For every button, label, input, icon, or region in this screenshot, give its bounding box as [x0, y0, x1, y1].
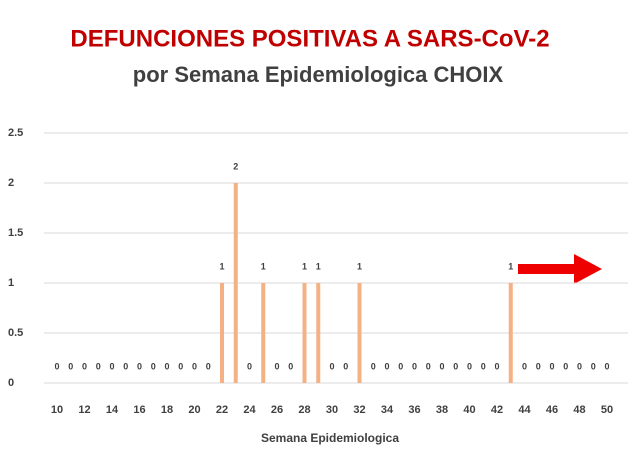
- x-tick-label: 46: [546, 404, 558, 416]
- x-tick-label: 20: [188, 404, 200, 416]
- x-tick-label: 26: [271, 404, 283, 416]
- data-label: 0: [604, 361, 609, 371]
- data-label: 0: [467, 361, 472, 371]
- data-label: 0: [371, 361, 376, 371]
- data-label: 0: [109, 361, 114, 371]
- data-label: 1: [508, 261, 513, 271]
- x-tick-label: 44: [518, 404, 531, 416]
- arrow-head: [574, 254, 602, 284]
- y-tick-label: 2: [8, 177, 14, 189]
- data-label: 1: [302, 261, 307, 271]
- data-label: 0: [329, 361, 334, 371]
- data-label: 2: [233, 161, 238, 171]
- data-label: 0: [384, 361, 389, 371]
- data-label: 0: [151, 361, 156, 371]
- x-tick-label: 24: [243, 404, 256, 416]
- data-label: 0: [563, 361, 568, 371]
- data-label: 0: [192, 361, 197, 371]
- data-label: 0: [591, 361, 596, 371]
- x-tick-label: 40: [463, 404, 475, 416]
- x-tick-label: 22: [216, 404, 228, 416]
- data-label: 0: [343, 361, 348, 371]
- data-label: 0: [453, 361, 458, 371]
- chart-title: DEFUNCIONES POSITIVAS A SARS-CoV-2: [70, 25, 549, 52]
- data-label: 0: [164, 361, 169, 371]
- data-label: 0: [68, 361, 73, 371]
- data-label: 0: [412, 361, 417, 371]
- bar: [302, 283, 307, 383]
- data-label: 0: [178, 361, 183, 371]
- y-tick-label: 2.5: [8, 127, 23, 139]
- data-label: 0: [481, 361, 486, 371]
- data-label: 0: [54, 361, 59, 371]
- y-tick-label: 0: [8, 377, 14, 389]
- bar: [508, 283, 513, 383]
- y-tick-label: 1: [8, 277, 14, 289]
- x-tick-label: 10: [51, 404, 63, 416]
- bar: [316, 283, 321, 383]
- data-label: 0: [288, 361, 293, 371]
- x-tick-label: 36: [408, 404, 420, 416]
- x-tick-label: 42: [491, 404, 503, 416]
- x-tick-label: 34: [381, 404, 394, 416]
- y-tick-label: 1.5: [8, 227, 23, 239]
- x-tick-label: 48: [573, 404, 585, 416]
- x-tick-label: 50: [601, 404, 613, 416]
- data-label: 1: [357, 261, 362, 271]
- data-label: 0: [494, 361, 499, 371]
- data-label: 0: [549, 361, 554, 371]
- data-label: 0: [536, 361, 541, 371]
- data-label: 0: [247, 361, 252, 371]
- bar: [357, 283, 362, 383]
- x-tick-label: 28: [298, 404, 310, 416]
- y-tick-label: 0.5: [8, 327, 23, 339]
- x-tick-label: 32: [353, 404, 365, 416]
- bar: [220, 283, 224, 383]
- data-label: 0: [426, 361, 431, 371]
- x-tick-label: 18: [161, 404, 173, 416]
- data-label: 0: [206, 361, 211, 371]
- data-label: 0: [137, 361, 142, 371]
- x-tick-label: 14: [106, 404, 119, 416]
- data-label: 0: [522, 361, 527, 371]
- data-label: 0: [123, 361, 128, 371]
- arrow: [518, 254, 602, 284]
- data-label: 0: [398, 361, 403, 371]
- chart-subtitle: por Semana Epidemiologica CHOIX: [133, 62, 504, 87]
- bar: [261, 283, 266, 383]
- data-label: 0: [577, 361, 582, 371]
- data-label: 0: [439, 361, 444, 371]
- x-tick-label: 12: [78, 404, 90, 416]
- data-label: 0: [274, 361, 279, 371]
- data-label: 1: [219, 261, 224, 271]
- x-tick-label: 16: [133, 404, 145, 416]
- x-axis-label: Semana Epidemiologica: [261, 431, 399, 445]
- data-label: 0: [96, 361, 101, 371]
- bar: [233, 183, 238, 383]
- data-label: 1: [316, 261, 321, 271]
- data-label: 1: [261, 261, 266, 271]
- arrow-shaft: [518, 264, 576, 274]
- x-tick-label: 30: [326, 404, 338, 416]
- x-tick-label: 38: [436, 404, 448, 416]
- data-label: 0: [82, 361, 87, 371]
